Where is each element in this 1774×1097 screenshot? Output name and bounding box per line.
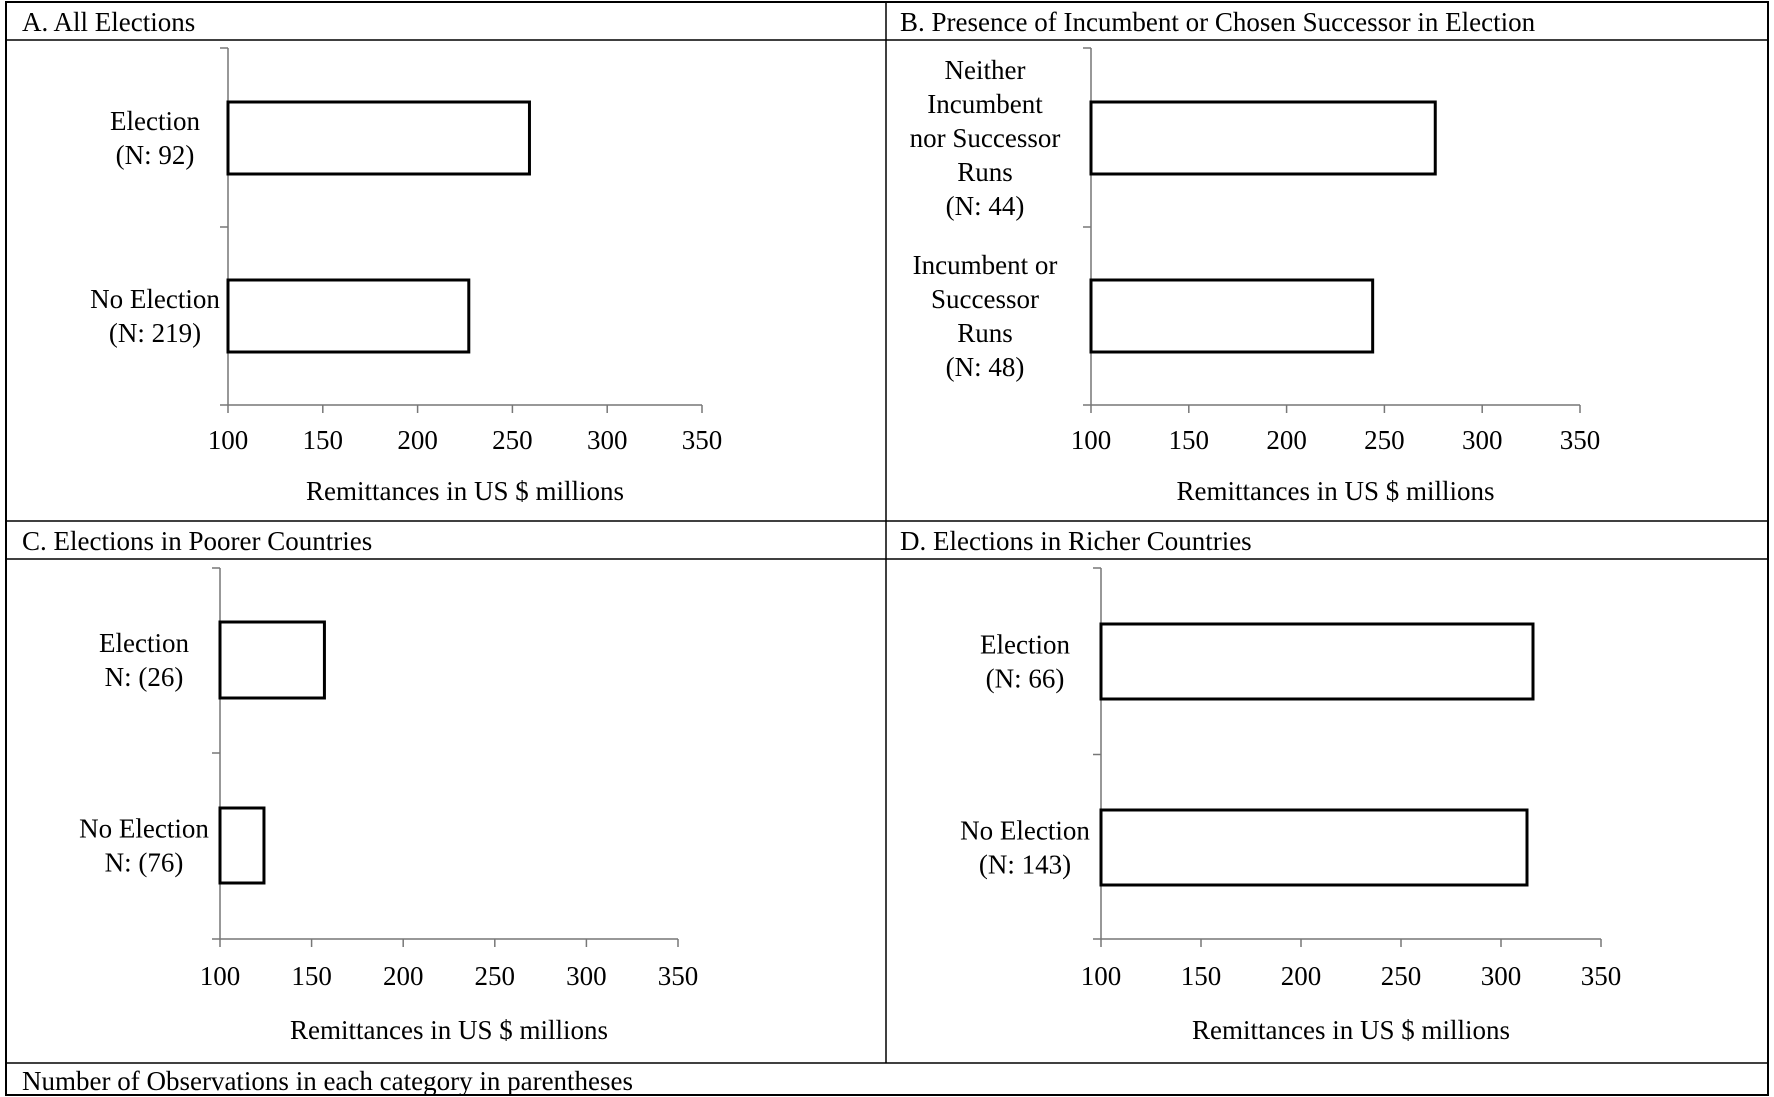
- category-label-line: (N: 48): [946, 352, 1025, 382]
- category-label-line: (N: 92): [116, 140, 195, 170]
- x-tick-label: 100: [1071, 425, 1112, 455]
- category-label-line: (N: 143): [979, 850, 1071, 880]
- category-label-line: Election: [980, 630, 1070, 660]
- x-tick-label: 150: [1169, 425, 1210, 455]
- category-label-line: Incumbent: [927, 89, 1043, 119]
- category-label-line: (N: 66): [986, 664, 1065, 694]
- category-label: Election (N: 66): [980, 630, 1070, 694]
- panel-d-chart: 100 150 200 250 300 350 Remittances in US $ mi…: [960, 567, 1622, 1045]
- x-axis-label: Remittances in US $ millions: [290, 1015, 608, 1045]
- x-tick-label: 350: [1581, 961, 1622, 991]
- bar: [218, 806, 266, 885]
- x-axis-label: Remittances in US $ millions: [1192, 1015, 1510, 1045]
- panel-b-title: B. Presence of Incumbent or Chosen Succe…: [900, 7, 1536, 37]
- bar: [226, 278, 471, 354]
- category-label-line: nor Successor: [910, 123, 1061, 153]
- category-label-line: Runs: [957, 318, 1013, 348]
- x-tick-label: 100: [1081, 961, 1122, 991]
- x-tick-label: 250: [492, 425, 533, 455]
- bar: [1089, 100, 1437, 176]
- category-label-line: Incumbent or: [913, 250, 1058, 280]
- category-label-line: Election: [99, 628, 189, 658]
- category-label-line: N: (26): [105, 662, 184, 692]
- bar: [1099, 622, 1535, 701]
- x-tick-label: 300: [587, 425, 628, 455]
- panel-c-chart: 100 150 200 250 300 350 Remittances in US $ mi…: [79, 567, 699, 1045]
- panel-d-title: D. Elections in Richer Countries: [900, 526, 1252, 556]
- category-label: No Election N: (76): [79, 814, 209, 878]
- x-tick-label: 100: [208, 425, 249, 455]
- x-tick-label: 300: [1481, 961, 1522, 991]
- x-tick-label: 300: [1462, 425, 1503, 455]
- panel-b-chart: 100 150 200 250 300 350 Remittances in US $ mi…: [910, 47, 1601, 506]
- x-tick-label: 350: [682, 425, 723, 455]
- category-label: Neither Incumbent nor Successor Runs (N: 44): [910, 55, 1061, 221]
- x-tick-label: 350: [1560, 425, 1601, 455]
- x-tick-label: 200: [1281, 961, 1322, 991]
- category-label-line: No Election: [960, 816, 1090, 846]
- category-label-line: Election: [110, 106, 200, 136]
- category-label: No Election (N: 143): [960, 816, 1090, 880]
- category-label-line: (N: 219): [109, 318, 201, 348]
- panel-c-title: C. Elections in Poorer Countries: [22, 526, 372, 556]
- x-tick-label: 150: [303, 425, 344, 455]
- x-tick-label: 250: [475, 961, 516, 991]
- x-tick-label: 350: [658, 961, 699, 991]
- category-label: Election N: (26): [99, 628, 189, 692]
- x-tick-label: 100: [200, 961, 241, 991]
- category-label-line: (N: 44): [946, 191, 1025, 221]
- bar: [1089, 278, 1375, 354]
- category-label-line: Runs: [957, 157, 1013, 187]
- category-label-line: N: (76): [105, 848, 184, 878]
- x-tick-label: 150: [1181, 961, 1222, 991]
- category-label-line: No Election: [79, 814, 209, 844]
- category-label: No Election (N: 219): [90, 284, 220, 348]
- panel-a-title: A. All Elections: [22, 7, 195, 37]
- category-label-line: Neither: [945, 55, 1026, 85]
- x-tick-label: 250: [1381, 961, 1422, 991]
- bar: [1099, 808, 1529, 887]
- x-tick-label: 150: [291, 961, 332, 991]
- category-label: Election (N: 92): [110, 106, 200, 170]
- category-label: Incumbent or Successor Runs (N: 48): [913, 250, 1058, 382]
- x-tick-label: 200: [1266, 425, 1307, 455]
- x-tick-label: 300: [566, 961, 607, 991]
- footnote: Number of Observations in each category …: [22, 1066, 633, 1096]
- category-label-line: Successor: [931, 284, 1039, 314]
- x-axis-label: Remittances in US $ millions: [306, 476, 624, 506]
- x-tick-label: 200: [397, 425, 438, 455]
- bar: [226, 100, 531, 176]
- category-label-line: No Election: [90, 284, 220, 314]
- panel-a-chart: 100 150 200 250 300 350 Remittances in US $ mi…: [90, 47, 723, 506]
- x-tick-label: 200: [383, 961, 424, 991]
- x-tick-label: 250: [1364, 425, 1405, 455]
- bar: [218, 620, 326, 700]
- table-border: [5, 1, 1769, 1096]
- x-axis-label: Remittances in US $ millions: [1177, 476, 1495, 506]
